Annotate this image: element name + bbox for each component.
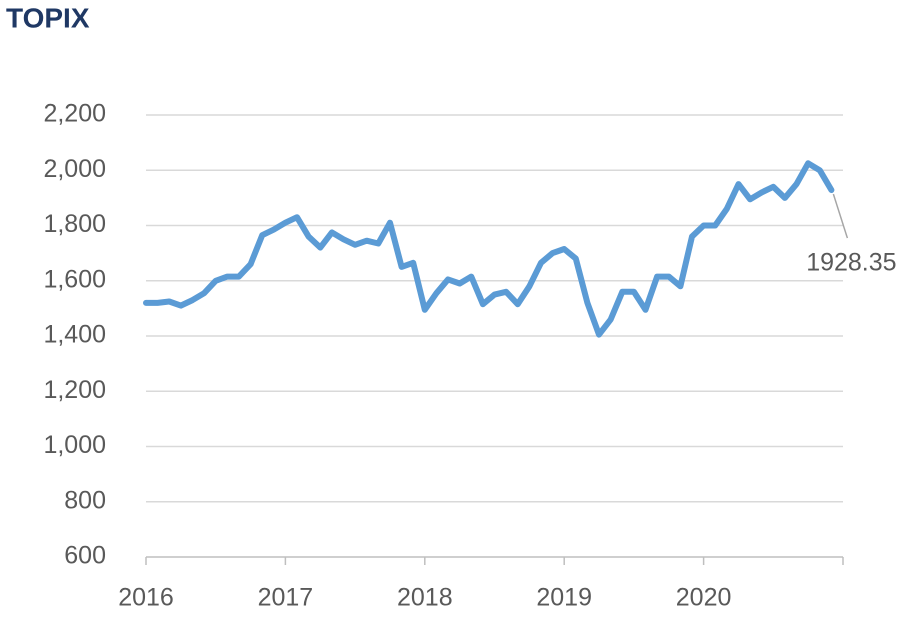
- leader-line: [832, 193, 849, 239]
- x-tick-label: 2017: [258, 584, 314, 612]
- y-tick-label: 800: [64, 486, 106, 514]
- line: [143, 160, 835, 338]
- y-tick-label: 2,000: [43, 155, 106, 183]
- data-label: 1928.35: [806, 249, 896, 277]
- x-tick-label: 2016: [118, 584, 174, 612]
- y-tick-label: 1,000: [43, 431, 106, 459]
- x-tick-label: 2020: [676, 584, 732, 612]
- y-tick-label: 2,200: [43, 100, 106, 128]
- x-tick-label: 2018: [397, 584, 453, 612]
- chart-title: TOPIX: [6, 2, 90, 33]
- y-tick-label: 1,400: [43, 321, 106, 349]
- y-tick-label: 1,600: [43, 265, 106, 293]
- y-tick-label: 1,200: [43, 376, 106, 404]
- y-tick-label: 600: [64, 542, 106, 570]
- x-tick-label: 2019: [536, 584, 592, 612]
- y-tick-label: 1,800: [43, 210, 106, 238]
